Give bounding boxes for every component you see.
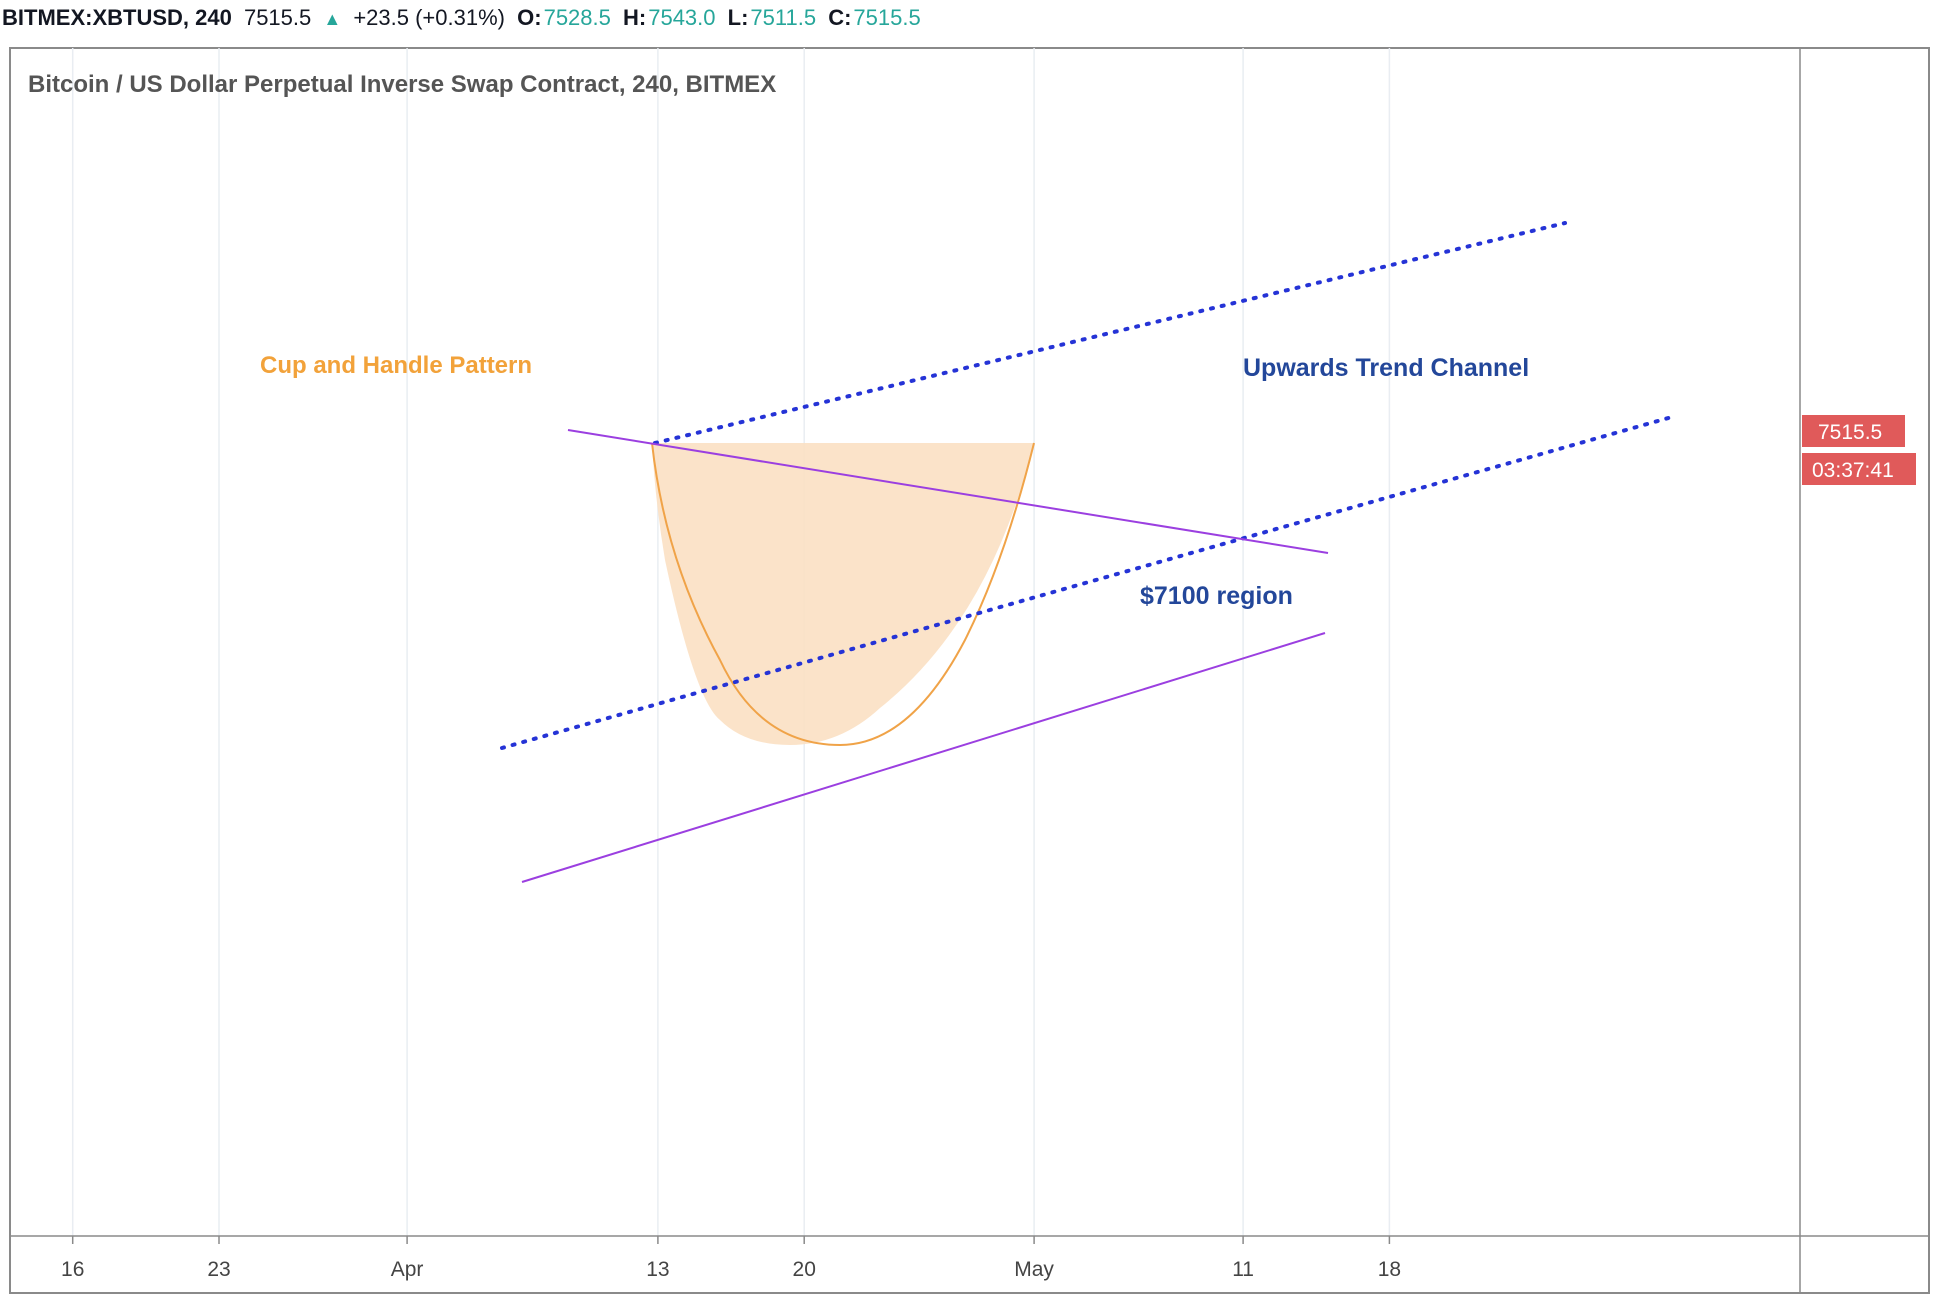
cup-shape: [652, 443, 1034, 745]
chart-frame: [9, 47, 1930, 1294]
descending-resistance-line: [567, 429, 1329, 554]
x-tick-label: 11: [1232, 1258, 1254, 1281]
ticker-bar: BITMEX:XBTUSD, 240 7515.5 ▲ +23.5 (+0.31…: [0, 0, 927, 36]
low-label: L:: [727, 5, 749, 30]
x-tick-label: May: [1014, 1258, 1054, 1281]
chart-title: Bitcoin / US Dollar Perpetual Inverse Sw…: [28, 71, 776, 98]
cup-outline: [651, 442, 1035, 747]
cup-handle-label: Cup and Handle Pattern: [260, 352, 532, 379]
region-label: $7100 region: [1140, 582, 1293, 610]
x-tick-label: 13: [646, 1258, 669, 1281]
close-label: C:: [828, 5, 852, 30]
x-tick-label: 18: [1378, 1258, 1401, 1281]
last-price-badge-text: 7515.5: [1818, 421, 1882, 444]
countdown-text: 03:37:41: [1812, 459, 1894, 482]
x-tick-label: 20: [793, 1258, 816, 1281]
x-tick-label: Apr: [391, 1258, 424, 1281]
time-axis[interactable]: 16 23 Apr 13 20 May 11 18: [61, 1236, 1401, 1281]
open-value: 7528.5: [543, 5, 611, 30]
countdown-badge: [1802, 453, 1916, 485]
low-value: 7511.5: [750, 5, 817, 30]
x-tick-label: 23: [207, 1258, 230, 1281]
grid: [71, 48, 1391, 1236]
open-label: O:: [517, 5, 542, 30]
up-arrow-icon: ▲: [323, 9, 342, 29]
lower-trend-channel-line: [500, 415, 1674, 750]
close-value: 7515.5: [853, 5, 921, 30]
symbol-label[interactable]: BITMEX:XBTUSD, 240: [2, 5, 232, 30]
high-label: H:: [623, 5, 647, 30]
last-price-badge: [1802, 415, 1905, 447]
trend-channel-label: Upwards Trend Channel: [1243, 354, 1529, 382]
x-tick-label: 16: [61, 1258, 84, 1281]
ascending-support-line: [521, 632, 1326, 883]
upper-trend-channel-line: [653, 221, 1567, 445]
price-change: +23.5 (+0.31%): [353, 5, 505, 30]
high-value: 7543.0: [648, 5, 716, 30]
last-price: 7515.5: [243, 5, 312, 30]
